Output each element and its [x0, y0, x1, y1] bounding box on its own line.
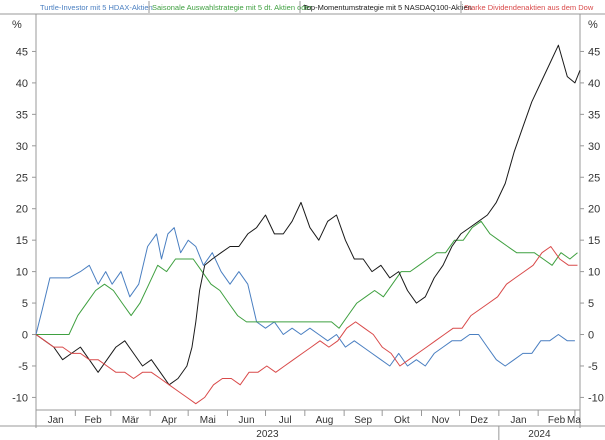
month-label: Jan: [510, 415, 526, 426]
axes: % % 45 45 40 40 35 35 30 30 25 25 20 20 15 15 10 10 5 5 0 0 -5…: [0, 13, 605, 428]
year-label: 2023: [256, 429, 279, 440]
y-tick-label-right: -10: [588, 392, 604, 404]
series-line: [36, 220, 578, 335]
y-tick-label-left: -5: [18, 361, 28, 373]
month-label: Dez: [470, 415, 488, 426]
y-tick-label-right: 35: [588, 109, 600, 121]
series-line: [35, 246, 578, 405]
legend: Turtle-Investor mit 5 HDAX-Aktien Saisona…: [40, 1, 594, 13]
y-tick-label-right: 5: [588, 298, 594, 310]
month-label: Okt: [394, 415, 410, 426]
legend-entry: Starke Dividendenaktien aus dem Dow: [464, 3, 594, 12]
month-label: Mär: [122, 415, 140, 426]
month-label: Apr: [161, 415, 177, 426]
x-axis: Jan Feb Mär Apr Mai Jun Jul Aug Sep Okt Nov Dez Jan F…: [0, 409, 605, 440]
y-tick-label-left: 5: [22, 298, 28, 310]
month-label: Sep: [354, 415, 372, 426]
y-tick-label-left: 15: [16, 235, 28, 247]
y-tick-label-left: 20: [16, 204, 28, 216]
y-tick-label-right: 40: [588, 78, 600, 90]
month-label: Feb: [84, 415, 102, 426]
month-label: Ma: [567, 415, 581, 426]
y-tick-label-left: 0: [22, 330, 28, 342]
right-unit-label: %: [588, 19, 598, 31]
series-line: [35, 44, 581, 386]
month-label: Aug: [316, 415, 334, 426]
y-tick-label-left: -10: [12, 392, 28, 404]
month-label: Jun: [238, 415, 254, 426]
y-tick-label-right: 15: [588, 235, 600, 247]
year-label: 2024: [528, 429, 551, 440]
y-tick-label-right: -5: [588, 361, 598, 373]
y-tick-label-left: 25: [16, 172, 28, 184]
y-tick-label-right: 0: [588, 330, 594, 342]
y-tick-label-right: 10: [588, 267, 600, 279]
month-label: Mai: [200, 415, 216, 426]
y-tick-label-right: 45: [588, 46, 600, 58]
month-label: Jul: [279, 415, 292, 426]
y-tick-label-right: 20: [588, 204, 600, 216]
left-unit-label: %: [12, 19, 22, 31]
y-tick-label-left: 35: [16, 109, 28, 121]
series-lines: [35, 44, 581, 405]
month-label: Jan: [48, 415, 64, 426]
month-label: Feb: [548, 415, 566, 426]
series-line: [35, 227, 575, 367]
y-tick-label-left: 45: [16, 46, 28, 58]
y-tick-label-left: 10: [16, 267, 28, 279]
y-tick-label-right: 30: [588, 141, 600, 153]
y-tick-label-right: 25: [588, 172, 600, 184]
y-tick-label-left: 30: [16, 141, 28, 153]
legend-entry: Turtle-Investor mit 5 HDAX-Aktien: [40, 3, 153, 12]
legend-entry: Top-Momentumstrategie mit 5 NASDAQ100-Ak…: [303, 3, 472, 12]
y-tick-label-left: 40: [16, 78, 28, 90]
month-label: Nov: [432, 415, 450, 426]
legend-entry: Saisonale Auswahlstrategie mit 5 dt. Akt…: [152, 3, 313, 12]
